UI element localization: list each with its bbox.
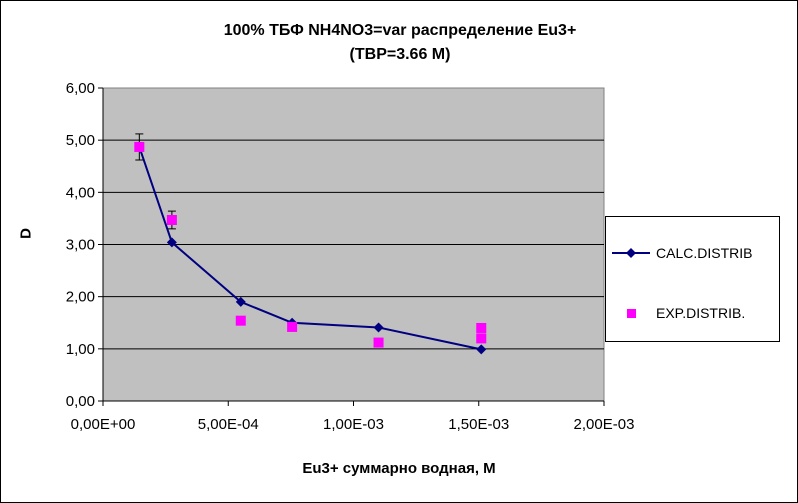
- y-tick-label: 6,00: [66, 80, 95, 97]
- exp-distrib-point: [476, 322, 487, 333]
- axes: [98, 87, 605, 406]
- exp-distrib-point: [166, 214, 177, 225]
- calc-distrib-point: [476, 344, 487, 355]
- exp-distrib-point: [476, 333, 487, 344]
- x-tick-label: 1,00E-03: [323, 416, 384, 433]
- chart-title-line2: (TBP=3.66 M): [349, 46, 451, 63]
- x-tick-label: 5,00E-04: [198, 416, 259, 433]
- y-tick-label: 1,00: [66, 341, 95, 358]
- y-tick-label: 2,00: [66, 289, 95, 306]
- x-tick-label: 0,00E+00: [71, 416, 136, 433]
- x-axis-label: Eu3+ суммарно водная, М: [302, 460, 496, 477]
- calc-distrib-point: [166, 237, 177, 248]
- exp-distrib-point: [235, 315, 246, 326]
- legend-item-exp: EXP.DISTRIB.: [606, 303, 779, 323]
- x-tick-label: 2,00E-03: [574, 416, 635, 433]
- legend: CALC.DISTRIB EXP.DISTRIB.: [605, 216, 780, 342]
- exp-distrib-point: [134, 141, 145, 152]
- chart-title-line1: 100% ТБФ NH4NO3=var распределение Eu3+: [223, 22, 577, 39]
- y-tick-label: 0,00: [66, 393, 95, 410]
- calc-distrib-point: [373, 322, 384, 333]
- x-tick-label: 1,50E-03: [448, 416, 509, 433]
- exp-distrib-point: [373, 337, 384, 348]
- y-tick-label: 5,00: [66, 132, 95, 149]
- y-tick-label: 3,00: [66, 237, 95, 254]
- legend-calc-marker: [612, 248, 650, 258]
- legend-calc-label: CALC.DISTRIB: [656, 245, 753, 261]
- tick-labels: 0,00 1,00 2,00 3,00 4,00 5,00 6,00 0,00E+00 5,00…: [66, 80, 635, 433]
- y-tick-label: 4,00: [66, 184, 95, 201]
- legend-exp-label: EXP.DISTRIB.: [656, 305, 746, 321]
- y-axis-label: D: [17, 228, 35, 239]
- series-layer: [134, 133, 487, 355]
- exp-distrib-point: [287, 321, 298, 332]
- legend-item-calc: CALC.DISTRIB: [606, 243, 779, 263]
- calc-distrib-line: [138, 146, 482, 351]
- calc-distrib-point: [235, 296, 246, 307]
- legend-exp-marker: [627, 309, 636, 318]
- gridlines: [103, 139, 604, 350]
